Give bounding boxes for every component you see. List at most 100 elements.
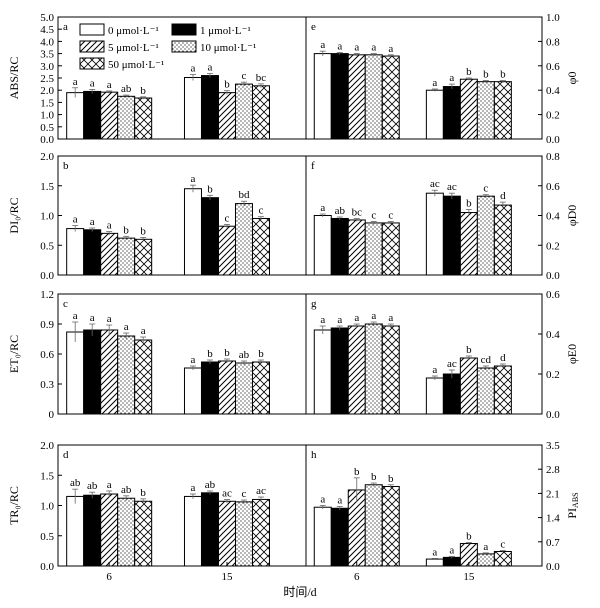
significance-label: a bbox=[449, 544, 454, 556]
y-tick-label: 0.4 bbox=[546, 329, 560, 341]
bar bbox=[83, 90, 102, 140]
x-tick-label: 15 bbox=[463, 571, 475, 583]
legend-swatch bbox=[171, 40, 197, 53]
y-tick-label: 0 bbox=[49, 409, 55, 421]
significance-label: a bbox=[354, 42, 359, 54]
bar bbox=[200, 197, 219, 276]
significance-label: b bbox=[140, 85, 146, 97]
significance-label: a bbox=[73, 214, 78, 226]
significance-label: a bbox=[124, 321, 129, 333]
significance-label: c bbox=[371, 209, 376, 221]
y-tick-label: 0.5 bbox=[40, 240, 54, 252]
bar bbox=[364, 323, 383, 415]
y-tick-label: 1.0 bbox=[546, 12, 560, 24]
legend-label: 1 μmol·L⁻¹ bbox=[200, 25, 251, 37]
panel-letter: f bbox=[311, 160, 315, 172]
legend-item: 10 μmol·L⁻¹ bbox=[171, 40, 256, 54]
y-tick-label: 1.5 bbox=[40, 470, 54, 482]
bar bbox=[476, 553, 495, 567]
bar bbox=[217, 360, 236, 415]
bar bbox=[493, 550, 512, 567]
bar bbox=[251, 361, 270, 415]
y-tick-label: 0.9 bbox=[40, 319, 54, 331]
plot-frame bbox=[305, 293, 543, 415]
y-tick-label: 0.0 bbox=[546, 409, 560, 421]
bar bbox=[251, 498, 270, 567]
legend: 0 μmol·L⁻¹ 1 μmol·L⁻¹ 5 μmol·L⁻¹ 10 μmol·L⁻… bbox=[79, 23, 256, 71]
significance-label: a bbox=[337, 314, 342, 326]
y-tick-label: 1.0 bbox=[40, 211, 54, 223]
bar bbox=[134, 97, 153, 140]
x-tick-label: 6 bbox=[354, 571, 360, 583]
legend-label: 50 μmol·L⁻¹ bbox=[108, 59, 164, 71]
significance-label: ab bbox=[335, 205, 346, 217]
y-axis-label: φ0 bbox=[565, 72, 579, 85]
y-axis-label: TR₀/RC bbox=[7, 486, 21, 525]
y-tick-label: 0.0 bbox=[546, 134, 560, 146]
panel-letter: h bbox=[311, 449, 317, 461]
bar bbox=[493, 81, 512, 140]
significance-label: a bbox=[141, 325, 146, 337]
significance-label: a bbox=[483, 541, 488, 553]
significance-label: a bbox=[191, 63, 196, 75]
significance-label: a bbox=[90, 77, 95, 89]
significance-label: a bbox=[354, 312, 359, 324]
significance-label: a bbox=[191, 173, 196, 185]
panel-a: 0.00.51.01.52.02.53.03.54.04.55.0 ABS/RC a… bbox=[7, 12, 307, 146]
significance-label: a bbox=[208, 62, 213, 74]
y-tick-label: 0.2 bbox=[546, 110, 560, 122]
y-tick-label: 1.5 bbox=[40, 97, 54, 109]
bar bbox=[364, 484, 383, 567]
bar bbox=[381, 325, 400, 415]
bar bbox=[66, 495, 85, 567]
bar bbox=[493, 365, 512, 415]
bar bbox=[83, 329, 102, 415]
significance-label: c bbox=[483, 183, 488, 195]
bar bbox=[217, 92, 236, 140]
bar bbox=[459, 357, 478, 415]
y-tick-label: 1.4 bbox=[546, 513, 560, 525]
bar bbox=[330, 327, 349, 415]
significance-label: a bbox=[191, 482, 196, 494]
y-tick-label: 5.0 bbox=[40, 12, 54, 24]
bar bbox=[459, 212, 478, 276]
bar bbox=[313, 53, 332, 140]
y-tick-label: 2.1 bbox=[546, 488, 560, 500]
significance-label: cd bbox=[481, 354, 492, 366]
bar bbox=[459, 78, 478, 140]
bar bbox=[330, 217, 349, 276]
significance-label: a bbox=[432, 364, 437, 376]
legend-item: 5 μmol·L⁻¹ bbox=[79, 40, 159, 54]
significance-label: bd bbox=[238, 189, 250, 201]
legend-swatch bbox=[79, 40, 105, 53]
bar bbox=[100, 329, 119, 415]
y-axis-label: PIABS bbox=[565, 492, 580, 518]
y-axis-label: ET₀/RC bbox=[7, 335, 21, 373]
significance-label: c bbox=[242, 70, 247, 82]
significance-label: a bbox=[73, 76, 78, 88]
bar bbox=[200, 361, 219, 415]
bar bbox=[117, 237, 136, 276]
significance-label: ac bbox=[430, 178, 440, 190]
y-tick-label: 0.7 bbox=[546, 537, 560, 549]
bar bbox=[425, 377, 444, 415]
significance-label: a bbox=[107, 313, 112, 325]
bar bbox=[100, 91, 119, 140]
bar bbox=[183, 188, 202, 276]
bar bbox=[476, 367, 495, 415]
bar bbox=[425, 89, 444, 140]
legend-swatch bbox=[79, 23, 105, 36]
y-axis-label: φE0 bbox=[565, 344, 579, 364]
y-tick-label: 0.3 bbox=[40, 379, 54, 391]
x-tick-label: 6 bbox=[106, 571, 112, 583]
panels: 0.00.51.01.52.02.53.03.54.04.55.0ABS/RCa… bbox=[7, 12, 580, 583]
significance-label: a bbox=[320, 202, 325, 214]
y-tick-label: 4.0 bbox=[40, 36, 54, 48]
panel-letter: b bbox=[63, 160, 69, 172]
significance-label: b bbox=[371, 471, 377, 483]
